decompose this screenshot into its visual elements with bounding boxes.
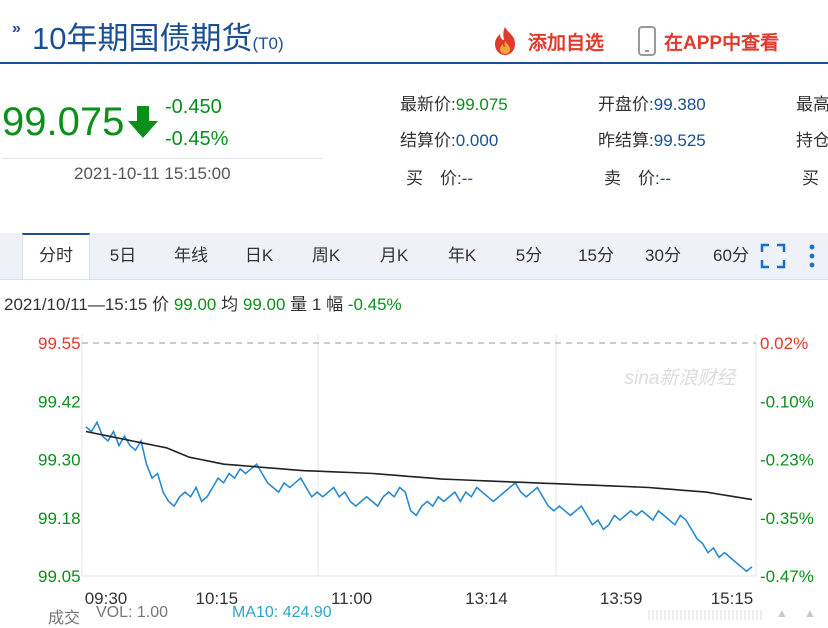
info-vol: 1 [311, 295, 322, 314]
y-tick-label-right: -0.47% [760, 567, 814, 586]
add-watchlist-label: 添加自选 [528, 32, 605, 54]
x-tick-label: 09:30 [85, 589, 128, 604]
info-price-label: 价 [152, 295, 170, 314]
y-tick-label-left: 99.55 [38, 334, 81, 353]
y-tick-label-right: -0.23% [760, 451, 814, 470]
quote-label: 卖 价: [604, 169, 660, 188]
tab-yearly-k[interactable]: 年K [447, 246, 477, 265]
quote-label: 开盘价: [598, 95, 654, 114]
ma10-value: MA10: 424.90 [232, 604, 332, 621]
quote-timestamp: 2021-10-11 15:15:00 [74, 164, 231, 183]
intraday-chart[interactable]: sina新浪财经 99.55 99.42 99.30 99.18 99.05 0.02%… [0, 320, 828, 604]
quote-label: 昨结算: [598, 131, 654, 150]
tab-30min[interactable]: 30分 [645, 246, 681, 265]
page-header: » 10年期国债期货(T0) 添加自选 在APP中查看 [0, 0, 828, 64]
quote-bid-vol: 买 [802, 164, 819, 189]
quote-open-interest: 持仓 [796, 126, 828, 151]
scroll-up-icon[interactable]: ▲ [776, 606, 788, 620]
quote-last: 最新价:99.075 [400, 90, 508, 115]
quote-label: 买 价: [406, 169, 462, 188]
info-avg-label: 均 [221, 295, 239, 314]
quote-label: 最新价: [400, 95, 456, 114]
quote-label: 持仓 [796, 131, 828, 150]
flame-icon [495, 27, 515, 55]
y-tick-label-left: 99.30 [38, 451, 81, 470]
volume-value: VOL: 1.00 [96, 604, 169, 621]
quote-ask: 卖 价:-- [604, 164, 671, 189]
y-tick-label-right: -0.10% [760, 392, 814, 411]
page-title: 10年期国债期货(T0) [32, 13, 284, 58]
info-time: 2021/10/11—15:15 [4, 295, 148, 314]
x-tick-label: 13:14 [465, 589, 508, 604]
y-tick-label-left: 99.42 [38, 392, 81, 411]
price-change: -0.450 [165, 96, 222, 118]
y-axis-right: 0.02% -0.10% -0.23% -0.35% -0.47% [760, 334, 814, 586]
quote-label: 最高 [796, 95, 828, 114]
quote-value: 99.525 [653, 131, 706, 150]
quote-prev-settle: 昨结算:99.525 [598, 126, 706, 151]
x-tick-label: 13:59 [600, 589, 643, 604]
double-chevron-icon: » [12, 20, 21, 37]
chart-period-tabs: 分时 5日 年线 日K 周K 月K 年K 5分 15分 30分 60分 [0, 233, 828, 280]
chart-grid [81, 334, 757, 577]
quote-value: -- [659, 169, 672, 188]
tab-15min[interactable]: 15分 [578, 246, 614, 265]
tab-intraday[interactable]: 分时 [22, 233, 90, 279]
quote-bid: 买 价:-- [406, 164, 473, 189]
info-amp-label: 幅 [326, 295, 344, 314]
instrument-code: (T0) [252, 34, 284, 53]
tab-year-line[interactable]: 年线 [174, 246, 208, 265]
fullscreen-icon[interactable] [758, 233, 788, 279]
tab-weekly-k[interactable]: 周K [311, 246, 341, 265]
x-tick-label: 15:15 [711, 589, 754, 604]
price-change-pct: -0.45% [165, 128, 229, 150]
instrument-name: 10年期国债期货 [32, 21, 253, 56]
x-tick-label: 11:00 [331, 589, 372, 604]
price-series-line [85, 420, 753, 573]
phone-icon [638, 26, 656, 56]
tab-monthly-k[interactable]: 月K [379, 246, 409, 265]
chart-watermark: sina新浪财经 [625, 367, 738, 389]
info-avg: 99.00 [242, 295, 286, 314]
more-menu-icon[interactable] [800, 233, 824, 279]
quote-value: -- [461, 169, 474, 188]
info-amp: -0.45% [347, 295, 402, 314]
price-divider [2, 158, 322, 159]
volume-label: 成交 [48, 610, 81, 627]
quote-label: 买 [802, 169, 819, 188]
x-tick-label: 10:15 [196, 589, 239, 604]
average-series-line [85, 430, 753, 501]
open-app-button[interactable]: 在APP中查看 [636, 24, 779, 58]
tab-5min[interactable]: 5分 [515, 246, 543, 265]
tab-5day[interactable]: 5日 [109, 246, 137, 265]
quote-value: 0.000 [455, 131, 499, 150]
crosshair-info-bar: 2021/10/11—15:15 价 99.00 均 99.00 量 1 幅 -… [4, 290, 402, 315]
add-watchlist-button[interactable]: 添加自选 [488, 24, 604, 58]
x-axis: 09:30 10:15 11:00 13:14 13:59 15:15 [85, 589, 754, 604]
quote-value: 99.075 [455, 95, 508, 114]
y-axis-left: 99.55 99.42 99.30 99.18 99.05 [38, 334, 81, 586]
info-vol-label: 量 [290, 295, 308, 314]
down-arrow-icon [128, 106, 158, 138]
quote-high: 最高 [796, 90, 828, 115]
tab-60min[interactable]: 60分 [713, 246, 749, 265]
quote-settle: 结算价:0.000 [400, 126, 498, 151]
volume-scroll-track[interactable] [648, 610, 764, 620]
y-tick-label-left: 99.05 [38, 567, 81, 586]
tab-daily-k[interactable]: 日K [244, 246, 274, 265]
y-tick-label-right: -0.35% [760, 509, 814, 528]
scroll-down-icon[interactable]: ▲ [804, 606, 816, 620]
y-tick-label-right: 0.02% [760, 334, 808, 353]
quote-label: 结算价: [400, 131, 456, 150]
open-app-label: 在APP中查看 [664, 32, 780, 54]
quote-open: 开盘价:99.380 [598, 90, 706, 115]
info-price: 99.00 [173, 295, 217, 314]
last-price: 99.075 [2, 100, 125, 144]
y-tick-label-left: 99.18 [38, 509, 81, 528]
quote-value: 99.380 [653, 95, 706, 114]
